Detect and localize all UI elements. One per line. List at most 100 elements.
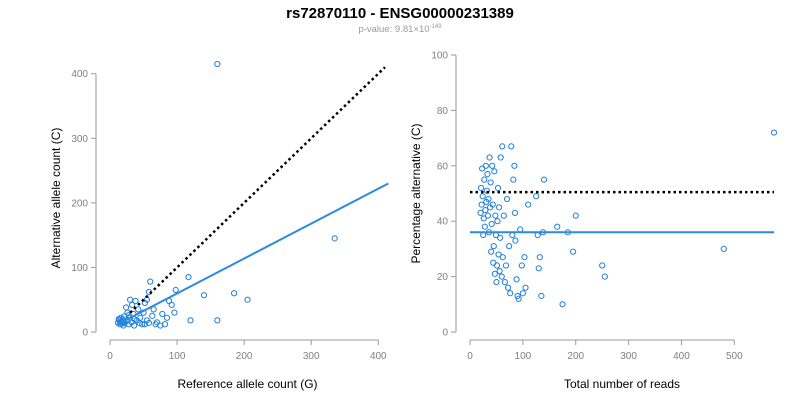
- data-point: [720, 245, 727, 252]
- y-tick-label: 100: [431, 51, 448, 62]
- data-point: [497, 154, 504, 161]
- data-point: [496, 267, 503, 275]
- data-point: [502, 262, 510, 269]
- data-point: [200, 292, 208, 299]
- data-point: [601, 273, 608, 280]
- data-point: [486, 204, 494, 211]
- data-point: [331, 235, 338, 242]
- y-tick-label: 20: [437, 272, 449, 283]
- data-point: [482, 207, 489, 214]
- data-point: [499, 143, 506, 150]
- data-point: [519, 290, 526, 297]
- data-point: [540, 176, 548, 183]
- data-point: [504, 284, 512, 291]
- x-tick-label: 300: [620, 351, 637, 362]
- p-value-prefix: p-value: 9.81: [358, 24, 414, 36]
- data-point: [187, 317, 194, 324]
- data-point: [122, 304, 130, 311]
- reference-vs-alternative-panel: 0 100 200 300 400 0 100 200 300 400 Reference alle…: [49, 60, 389, 391]
- data-point: [507, 290, 514, 297]
- data-point: [521, 254, 528, 261]
- data-point: [770, 129, 778, 136]
- data-point: [486, 154, 493, 161]
- y-tick-label: 0: [82, 328, 88, 339]
- x-tick-label: 0: [467, 351, 473, 362]
- data-point: [497, 234, 504, 241]
- y-tick-label: 200: [71, 198, 88, 209]
- data-point: [127, 296, 134, 303]
- figure-subtitle: p-value: 9.81×10-149: [0, 24, 800, 35]
- data-point: [480, 215, 487, 222]
- y-tick-label: 100: [71, 263, 88, 274]
- data-point: [171, 309, 178, 316]
- data-point: [599, 262, 606, 269]
- data-point: [143, 317, 150, 324]
- data-point: [494, 184, 502, 192]
- data-point: [500, 212, 507, 219]
- p-value-exponent: -149: [429, 24, 442, 30]
- data-point: [491, 168, 498, 175]
- data-point: [525, 201, 532, 208]
- data-point: [522, 284, 529, 291]
- data-point: [129, 301, 136, 308]
- data-point: [503, 195, 511, 203]
- data-point: [147, 278, 154, 285]
- data-point: [490, 243, 497, 250]
- data-point: [559, 301, 566, 308]
- y-axis-title: Alternative allele count (C): [49, 128, 63, 269]
- data-point: [569, 248, 577, 255]
- data-point: [481, 223, 488, 230]
- data-point: [478, 201, 485, 208]
- y-tick-label: 400: [71, 69, 88, 80]
- y-tick-label: 300: [71, 134, 88, 145]
- x-tick-label: 100: [515, 351, 532, 362]
- data-point: [214, 317, 221, 324]
- data-point: [493, 279, 500, 286]
- data-point: [481, 176, 488, 183]
- data-point: [538, 292, 545, 300]
- x-tick-label: 0: [107, 351, 113, 362]
- data-point: [495, 204, 503, 211]
- data-point: [484, 212, 492, 219]
- data-point: [535, 265, 542, 272]
- data-point: [506, 243, 513, 250]
- data-point: [185, 274, 192, 281]
- reference-line: [129, 66, 386, 314]
- data-point: [491, 270, 498, 277]
- data-point: [214, 60, 221, 68]
- data-point: [152, 321, 159, 328]
- x-tick-label: 200: [236, 351, 253, 362]
- data-point: [484, 171, 491, 178]
- data-point: [494, 218, 501, 225]
- data-point: [498, 273, 505, 280]
- data-point: [115, 315, 122, 323]
- data-point: [532, 193, 540, 200]
- y-axis-title: Percentage alternative (C): [409, 123, 423, 263]
- data-point: [149, 312, 156, 319]
- data-point: [518, 262, 525, 269]
- data-point: [499, 254, 506, 261]
- times-symbol: ×: [413, 24, 419, 36]
- x-axis-title: Total number of reads: [564, 377, 680, 391]
- y-tick-label: 60: [437, 161, 449, 172]
- percentage-vs-total-panel: 0 100 200 300 400 500 0 20 40 60 80 100 Total number…: [409, 51, 778, 391]
- data-point: [492, 212, 499, 219]
- data-point: [511, 209, 519, 216]
- data-point: [508, 143, 515, 150]
- data-point: [163, 314, 171, 321]
- data-point: [135, 306, 142, 313]
- x-tick-label: 200: [567, 351, 584, 362]
- data-point: [554, 223, 561, 230]
- data-point: [511, 162, 518, 169]
- data-point: [141, 299, 148, 307]
- x-tick-label: 500: [726, 351, 743, 362]
- x-axis-title: Reference allele count (G): [177, 377, 317, 391]
- data-point: [536, 254, 543, 261]
- data-point: [479, 165, 486, 172]
- data-point: [572, 212, 579, 219]
- figure-title: rs72870110 - ENSG00000231389: [286, 5, 514, 22]
- data-point: [479, 193, 486, 200]
- x-tick-label: 400: [370, 351, 387, 362]
- data-point: [244, 296, 251, 303]
- data-point: [159, 310, 166, 318]
